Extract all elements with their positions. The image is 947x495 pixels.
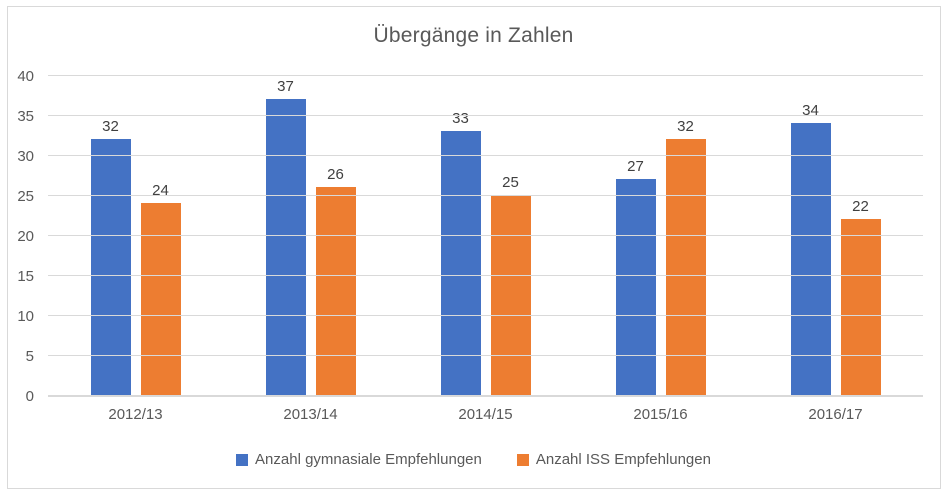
legend-swatch (516, 453, 529, 466)
bar-group: 32 24 (48, 77, 223, 395)
plot-area: 32 24 37 26 33 25 27 32 34 22 (48, 75, 923, 397)
y-tick-label: 10 (17, 308, 34, 325)
bar (140, 203, 181, 395)
data-label: 25 (502, 174, 519, 191)
bar (440, 131, 481, 395)
data-label: 26 (327, 166, 344, 183)
gridline (48, 155, 923, 156)
bar-with-label: 22 (840, 198, 881, 395)
bar (665, 139, 706, 395)
bar-with-label: 26 (315, 166, 356, 395)
data-label: 37 (277, 78, 294, 95)
bar (490, 195, 531, 395)
x-category-label: 2012/13 (108, 406, 163, 423)
bar-group: 27 32 (573, 77, 748, 395)
bar-group: 34 22 (748, 77, 923, 395)
x-category-label: 2013/14 (283, 406, 338, 423)
bar-with-label: 25 (490, 174, 531, 395)
y-tick-label: 40 (17, 68, 34, 85)
bar (315, 187, 356, 395)
bar-with-label: 37 (265, 78, 306, 395)
legend-label: Anzahl ISS Empfehlungen (535, 451, 711, 468)
legend-item: Anzahl ISS Empfehlungen (516, 451, 711, 468)
y-tick-label: 20 (17, 228, 34, 245)
data-label: 22 (852, 198, 869, 215)
bar-with-label: 32 (90, 118, 131, 395)
x-axis: 2012/13 2013/14 2014/15 2015/16 2016/17 (48, 406, 923, 423)
bar (90, 139, 131, 395)
gridline (48, 275, 923, 276)
bar-group: 37 26 (223, 77, 398, 395)
bar-with-label: 32 (665, 118, 706, 395)
legend-item: Anzahl gymnasiale Empfehlungen (236, 451, 482, 468)
y-tick-label: 0 (25, 388, 34, 405)
chart-title: Übergänge in Zahlen (373, 24, 574, 47)
gridline (48, 195, 923, 196)
data-label: 32 (677, 118, 694, 135)
x-category-label: 2015/16 (633, 406, 688, 423)
bar (840, 219, 881, 395)
gridline (48, 235, 923, 236)
data-label: 34 (802, 102, 819, 119)
legend-swatch (236, 453, 249, 466)
data-label: 32 (102, 118, 119, 135)
bar (265, 99, 306, 395)
legend-label: Anzahl gymnasiale Empfehlungen (255, 451, 482, 468)
y-tick-label: 35 (17, 108, 34, 125)
x-category-label: 2016/17 (808, 406, 863, 423)
data-label: 24 (152, 182, 169, 199)
bar-groups: 32 24 37 26 33 25 27 32 34 22 (48, 77, 923, 395)
data-label: 33 (452, 110, 469, 127)
legend: Anzahl gymnasiale Empfehlungen Anzahl ISS… (0, 451, 947, 468)
y-tick-label: 5 (25, 348, 34, 365)
gridline (48, 115, 923, 116)
y-tick-label: 15 (17, 268, 34, 285)
bar-with-label: 24 (140, 182, 181, 395)
bar-with-label: 34 (790, 102, 831, 395)
gridline (48, 355, 923, 356)
bar (790, 123, 831, 395)
y-tick-label: 25 (17, 188, 34, 205)
x-category-label: 2014/15 (458, 406, 513, 423)
y-axis: 0 5 10 15 20 25 30 35 40 (0, 68, 40, 405)
bar-with-label: 27 (615, 158, 656, 395)
data-label: 27 (627, 158, 644, 175)
gridline (48, 75, 923, 76)
y-tick-label: 30 (17, 148, 34, 165)
bar-group: 33 25 (398, 77, 573, 395)
bar (615, 179, 656, 395)
bar-with-label: 33 (440, 110, 481, 395)
gridline (48, 315, 923, 316)
